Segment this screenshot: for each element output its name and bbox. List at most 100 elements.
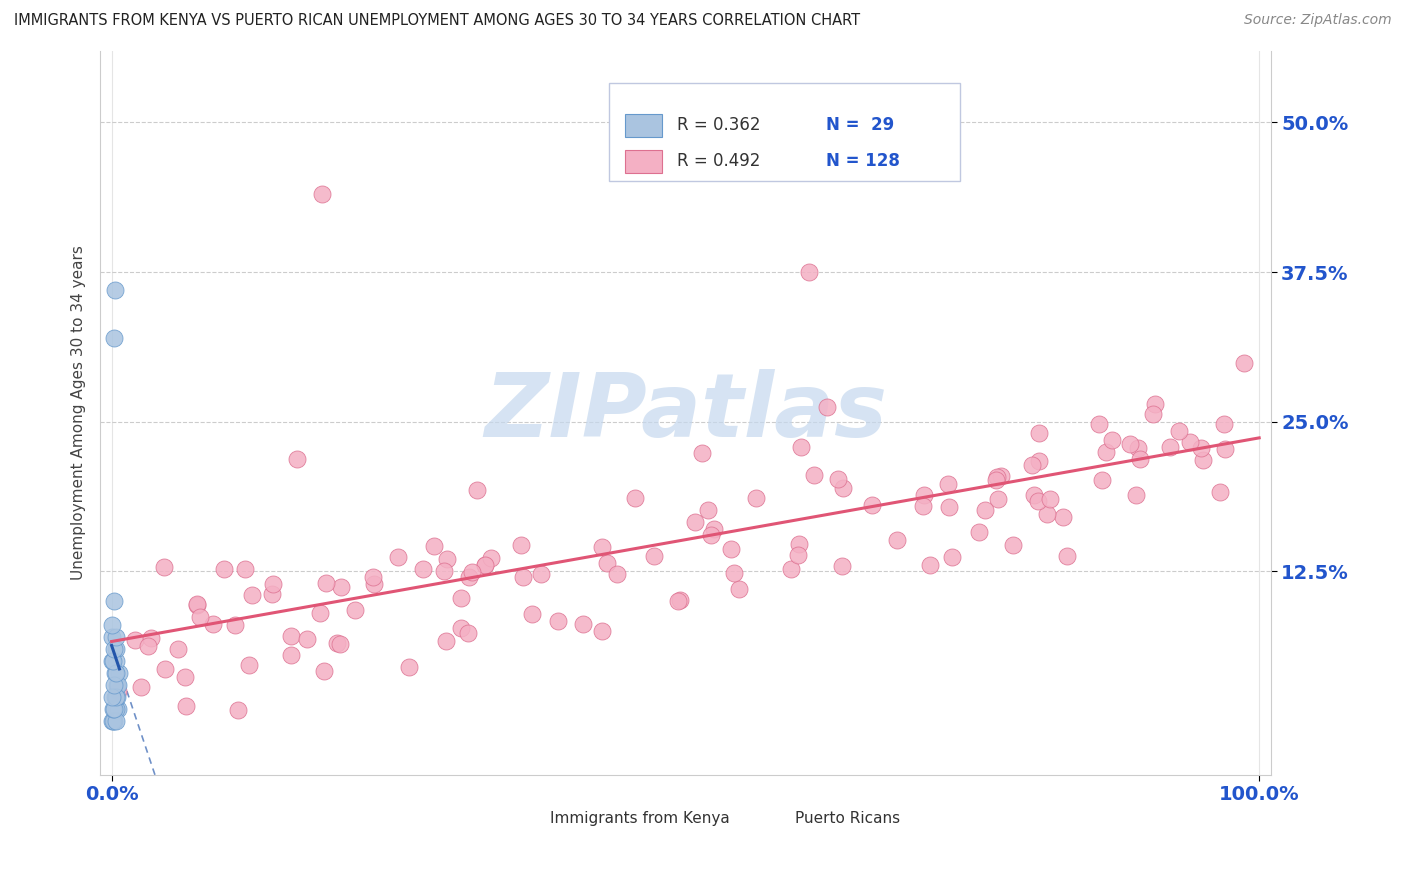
Point xyxy=(990,468,1012,483)
Point xyxy=(1142,407,1164,421)
Point xyxy=(720,541,742,556)
Point xyxy=(139,631,162,645)
Point xyxy=(1091,473,1114,487)
Point xyxy=(669,593,692,607)
Point xyxy=(827,472,849,486)
Point xyxy=(596,557,619,571)
Point xyxy=(1039,491,1062,506)
Point xyxy=(1094,444,1116,458)
Point xyxy=(450,591,472,605)
Point xyxy=(728,582,751,596)
FancyBboxPatch shape xyxy=(624,150,662,173)
Point xyxy=(104,666,127,681)
Point xyxy=(186,598,208,612)
Point xyxy=(398,659,420,673)
Point xyxy=(700,528,723,542)
Point xyxy=(152,560,174,574)
Point xyxy=(311,187,333,202)
Text: N =  29: N = 29 xyxy=(825,116,894,135)
Point xyxy=(129,680,152,694)
Y-axis label: Unemployment Among Ages 30 to 34 years: Unemployment Among Ages 30 to 34 years xyxy=(72,245,86,580)
Point xyxy=(530,567,553,582)
Point xyxy=(797,265,820,279)
Point xyxy=(831,558,853,573)
Point xyxy=(697,503,720,517)
Point xyxy=(1233,356,1256,370)
Point xyxy=(1022,488,1045,502)
Point xyxy=(624,491,647,505)
Point xyxy=(226,703,249,717)
Point xyxy=(312,664,335,678)
Point xyxy=(344,603,367,617)
Point xyxy=(212,562,235,576)
Point xyxy=(101,702,124,716)
Point xyxy=(571,617,593,632)
Point xyxy=(387,550,409,565)
Point xyxy=(136,639,159,653)
Point xyxy=(1167,424,1189,438)
Point xyxy=(1101,433,1123,447)
Point xyxy=(786,548,808,562)
Point xyxy=(1191,453,1213,467)
FancyBboxPatch shape xyxy=(609,83,960,181)
Point xyxy=(107,702,129,716)
FancyBboxPatch shape xyxy=(759,808,790,829)
Point xyxy=(912,488,935,502)
Point xyxy=(188,610,211,624)
Point xyxy=(479,550,502,565)
Point xyxy=(186,598,208,612)
Point xyxy=(167,642,190,657)
Point xyxy=(1001,538,1024,552)
Text: Source: ZipAtlas.com: Source: ZipAtlas.com xyxy=(1244,13,1392,28)
Text: ZIPatlas: ZIPatlas xyxy=(484,369,887,456)
Point xyxy=(224,618,246,632)
Point xyxy=(832,481,855,495)
Point xyxy=(1021,458,1043,472)
Point xyxy=(329,637,352,651)
Point xyxy=(780,562,803,576)
Point xyxy=(474,558,496,572)
Point xyxy=(457,626,479,640)
Point xyxy=(262,577,284,591)
Point xyxy=(1213,442,1236,457)
Point xyxy=(1052,510,1074,524)
Point xyxy=(101,618,124,632)
Point xyxy=(436,552,458,566)
Point xyxy=(547,614,569,628)
Point xyxy=(1213,417,1236,432)
Point xyxy=(666,594,689,608)
Point xyxy=(803,468,825,483)
Point xyxy=(100,690,122,704)
Point xyxy=(1026,494,1049,508)
Point xyxy=(512,570,534,584)
Point xyxy=(790,440,813,454)
Point xyxy=(101,714,124,728)
Point xyxy=(1144,397,1167,411)
Point xyxy=(238,657,260,672)
Point xyxy=(683,515,706,529)
Point xyxy=(104,690,127,704)
Point xyxy=(1128,441,1150,455)
Point xyxy=(104,630,127,644)
Point xyxy=(285,452,308,467)
Point xyxy=(423,539,446,553)
Point xyxy=(938,500,960,515)
Point xyxy=(325,636,347,650)
Point xyxy=(886,533,908,548)
Point xyxy=(103,702,125,716)
Point xyxy=(108,666,131,681)
Point xyxy=(1028,454,1050,468)
Point xyxy=(1209,484,1232,499)
Point xyxy=(107,678,129,692)
Point xyxy=(173,670,195,684)
Point xyxy=(690,445,713,459)
Point xyxy=(104,714,127,728)
Point xyxy=(103,678,125,692)
Point xyxy=(153,662,176,676)
Point xyxy=(107,684,129,698)
Point xyxy=(1159,440,1181,454)
Point xyxy=(101,654,124,668)
Point xyxy=(174,699,197,714)
Point xyxy=(260,586,283,600)
Point xyxy=(361,570,384,584)
